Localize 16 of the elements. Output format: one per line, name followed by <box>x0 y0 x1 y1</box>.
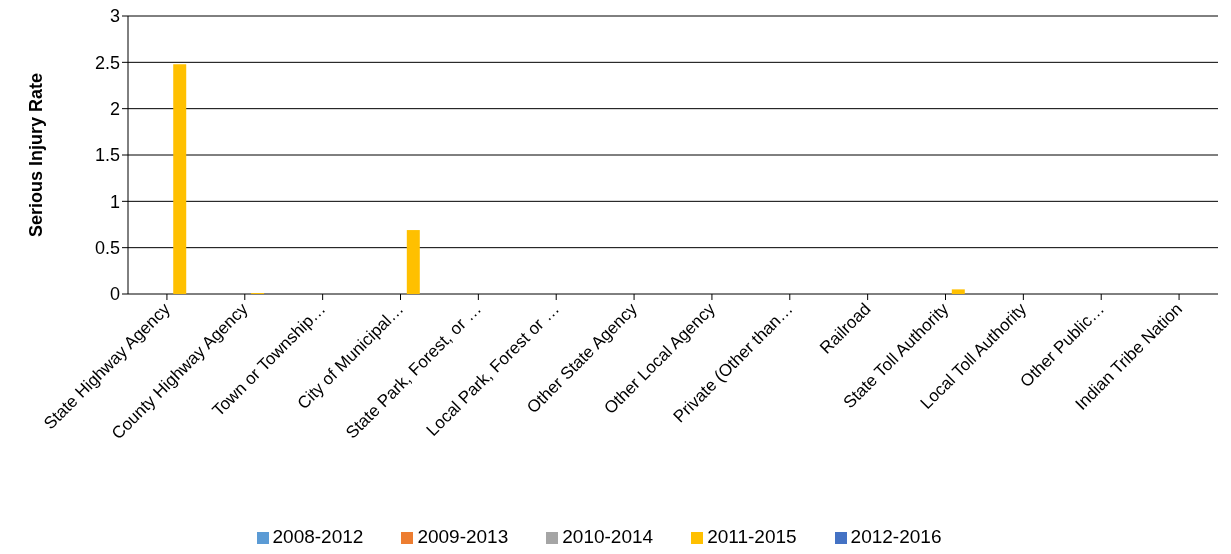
legend-label: 2009-2013 <box>417 526 509 547</box>
y-tick-label: 0.5 <box>94 238 120 259</box>
y-tick-label: 1.5 <box>94 145 120 166</box>
y-tick-label: 2.5 <box>94 52 120 73</box>
y-tick-label: 0 <box>109 284 120 305</box>
legend-label: 2008-2012 <box>272 526 364 547</box>
y-axis-title: Serious Injury Rate <box>26 72 47 238</box>
legend-label: 2011-2015 <box>707 526 797 547</box>
y-tick-label: 1 <box>109 191 120 212</box>
legend-label: 2010-2014 <box>562 526 654 547</box>
bar <box>951 289 965 294</box>
y-tick-label: 2 <box>109 99 120 120</box>
bar <box>173 64 187 294</box>
y-tick-label: 3 <box>109 6 120 27</box>
legend-label: 2012-2016 <box>850 526 942 547</box>
bar <box>406 230 420 294</box>
